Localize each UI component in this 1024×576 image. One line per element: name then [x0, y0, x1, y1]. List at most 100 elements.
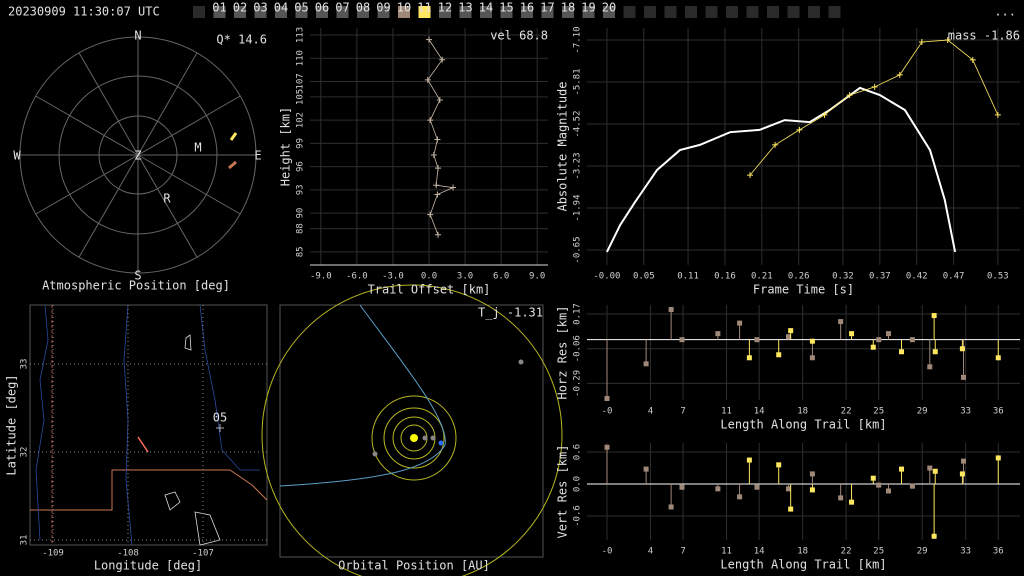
point: [931, 313, 937, 319]
y-tick-label: 110: [296, 50, 306, 66]
frame-box: [623, 6, 636, 18]
x-tick-label: 0.42: [906, 272, 928, 282]
menu[interactable]: ...: [994, 5, 1016, 19]
y-tick-label: 88: [296, 223, 306, 234]
frame-label: 19: [581, 1, 595, 15]
orbit: [261, 284, 563, 576]
frame-box[interactable]: [439, 6, 451, 18]
y-axis-label: Absolute Magnitude: [556, 81, 570, 211]
frame-box[interactable]: [213, 6, 226, 18]
frame-label: 11: [417, 1, 431, 15]
frame-box: [726, 6, 738, 18]
x-tick-label: -107: [192, 549, 214, 559]
frame-box[interactable]: [603, 6, 615, 18]
frame-box[interactable]: [541, 6, 554, 18]
frame-box[interactable]: [582, 6, 595, 18]
spoke: [137, 52, 198, 156]
frame-box: [664, 6, 677, 18]
point: [885, 488, 891, 494]
point: [838, 319, 844, 325]
spoke: [137, 95, 241, 156]
header: 20230909 11:30:07 UTC ... 01 02 03 04 05 06 07…: [8, 1, 1016, 19]
point: [434, 191, 441, 198]
point: [821, 111, 828, 118]
spoke: [35, 154, 139, 215]
frame-box[interactable]: [254, 6, 267, 18]
frame-label: 14: [479, 1, 493, 15]
x-axis-label: Length Along Trail [km]: [720, 558, 886, 572]
point: [604, 444, 610, 450]
frame-box[interactable]: [336, 6, 349, 18]
frame: [279, 304, 544, 558]
frame-box[interactable]: [234, 6, 246, 18]
y-tick-label: 96: [296, 161, 306, 172]
point: [959, 471, 965, 477]
x-tick-label: 0.21: [751, 272, 773, 282]
frame-box[interactable]: [398, 6, 410, 18]
point: [809, 338, 815, 344]
planet: [430, 435, 436, 441]
point: [643, 466, 649, 472]
point: [788, 328, 794, 334]
sun: [410, 434, 418, 442]
x-tick-label: 0.53: [987, 272, 1009, 282]
frame-box[interactable]: [275, 6, 287, 18]
point: [927, 364, 933, 370]
x-tick-label: -0: [602, 407, 613, 417]
x-tick-label: 6.0: [493, 272, 509, 282]
frame-box[interactable]: [377, 6, 390, 18]
dir-s: S: [134, 269, 141, 283]
frame-label: 12: [438, 1, 452, 15]
x-tick-label: 14: [754, 407, 765, 417]
frame-box: [828, 6, 841, 18]
frame-label: 07: [335, 1, 349, 15]
point: [715, 331, 721, 337]
y-tick-label: 93: [296, 184, 306, 195]
frame-box[interactable]: [316, 6, 328, 18]
point: [909, 483, 915, 489]
frame-box: [644, 6, 656, 18]
frame-box[interactable]: [295, 6, 308, 18]
x-tick-label: 36: [993, 547, 1004, 557]
panel-label: Atmospheric Position [deg]: [42, 279, 230, 293]
frame-label: 08: [356, 1, 370, 15]
y-axis-label: Latitude [deg]: [5, 374, 19, 475]
frame-box: [787, 6, 800, 18]
spoke: [78, 154, 139, 258]
point: [737, 320, 743, 326]
frame-box: [685, 6, 697, 18]
line: [749, 39, 999, 176]
y-tick-label: -0.29: [573, 370, 583, 397]
y-tick-label: -0.6: [573, 505, 583, 527]
frame-box[interactable]: [500, 6, 513, 18]
y-tick-label: -7.10: [573, 26, 583, 53]
frame-box[interactable]: [357, 6, 369, 18]
frame-box[interactable]: [521, 6, 533, 18]
y-axis-label: Horz Res [km]: [556, 306, 570, 400]
frame-box[interactable]: [480, 6, 492, 18]
dir-w: W: [13, 149, 21, 163]
point: [994, 111, 1001, 118]
frame-box[interactable]: [459, 6, 472, 18]
frame-label: 03: [253, 1, 267, 15]
point: [959, 346, 965, 352]
y-axis-label: Vert Res [km]: [556, 445, 570, 539]
x-tick-label: 0.16: [714, 272, 736, 282]
point: [776, 352, 782, 358]
x-tick-label: 36: [993, 407, 1004, 417]
frame-box[interactable]: [562, 6, 574, 18]
point: [772, 141, 779, 148]
point: [776, 462, 782, 468]
frame-box[interactable]: [418, 6, 431, 18]
x-tick-label: 0.47: [943, 272, 965, 282]
polar-panel: [19, 36, 257, 274]
point: [436, 97, 443, 104]
frame-box: [705, 6, 718, 18]
line: [427, 39, 455, 235]
stat: T_j -1.31: [478, 306, 543, 320]
x-tick-label: 18: [797, 547, 808, 557]
frame-label: 02: [233, 1, 247, 15]
point: [871, 83, 878, 90]
point: [927, 465, 933, 471]
